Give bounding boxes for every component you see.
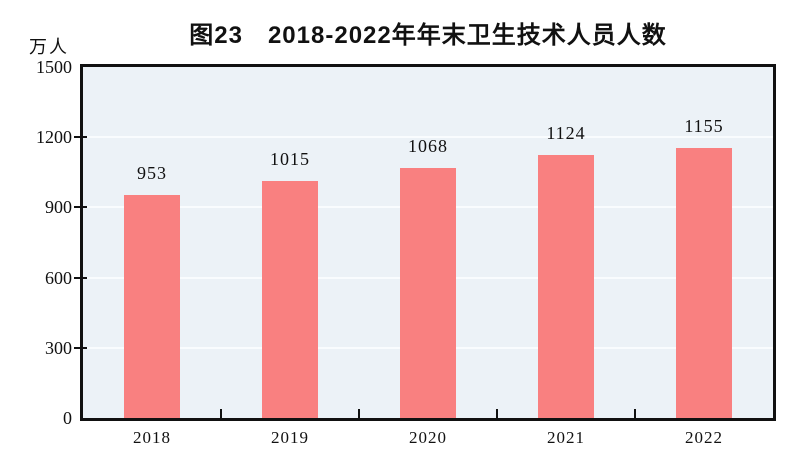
y-axis-tick <box>74 276 87 279</box>
y-axis-tick <box>74 346 87 349</box>
x-axis-tick <box>634 409 636 418</box>
x-axis-label: 2022 <box>685 428 723 447</box>
y-axis-label: 600 <box>45 267 72 288</box>
bar <box>400 168 456 418</box>
y-axis-label: 1500 <box>36 57 72 77</box>
y-axis-label: 0 <box>63 408 72 428</box>
gridline <box>83 136 773 139</box>
x-axis-tick <box>358 409 360 418</box>
bar-value-label: 1155 <box>684 115 724 136</box>
x-axis-label: 2020 <box>409 428 447 447</box>
x-axis-label: 2018 <box>133 428 171 447</box>
x-axis-tick <box>220 409 222 418</box>
y-axis-label: 900 <box>45 197 72 218</box>
bar-value-label: 953 <box>137 163 167 183</box>
bar <box>124 195 180 418</box>
bar-value-label: 1124 <box>546 122 586 143</box>
bar-value-label: 1015 <box>270 148 310 169</box>
x-axis-label: 2021 <box>547 428 585 447</box>
y-axis-label: 300 <box>45 337 72 358</box>
y-axis-tick <box>74 206 87 209</box>
x-axis-tick <box>496 409 498 418</box>
bar <box>262 180 318 418</box>
bar <box>538 154 594 418</box>
bar <box>676 147 732 418</box>
y-axis-tick <box>74 136 87 139</box>
chart-title: 图23 2018-2022年年末卫生技术人员人数 <box>189 22 667 49</box>
y-axis-label: 1200 <box>36 127 72 148</box>
plot-area: 0 300 600 900 1200 1500 953 2018 1015 2019 1068 202… <box>36 58 776 446</box>
bar-value-label: 1068 <box>408 136 448 157</box>
y-axis-unit-label: 万人 <box>29 37 69 57</box>
x-axis-label: 2019 <box>271 428 309 447</box>
